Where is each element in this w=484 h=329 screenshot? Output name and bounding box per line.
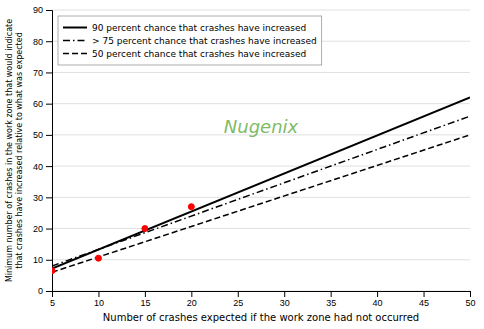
tick-label: 10 xyxy=(94,298,104,308)
grid-line xyxy=(52,228,470,229)
tick-mark xyxy=(238,291,239,297)
legend: 90 percent chance that crashes have incr… xyxy=(58,16,322,65)
tick-mark xyxy=(470,291,471,297)
marks xyxy=(52,97,470,273)
legend-swatch xyxy=(63,27,87,29)
tick-mark xyxy=(46,291,52,292)
y-tick: 90 xyxy=(33,5,52,15)
tick-label: 20 xyxy=(187,298,197,308)
x-tick: 5 xyxy=(50,291,55,308)
y-tick: 50 xyxy=(33,130,52,140)
x-tick: 15 xyxy=(140,291,150,308)
grid-line xyxy=(52,103,470,104)
tick-label: 5 xyxy=(50,298,55,308)
grid-line xyxy=(52,166,470,167)
tick-label: 35 xyxy=(326,298,336,308)
y-tick: 0 xyxy=(38,286,52,296)
tick-label: 80 xyxy=(33,37,43,47)
grid-line xyxy=(52,10,470,11)
tick-label: 50 xyxy=(33,130,43,140)
tick-mark xyxy=(46,135,52,136)
tick-mark xyxy=(46,72,52,73)
tick-mark xyxy=(145,291,146,297)
x-axis-line xyxy=(53,292,471,298)
tick-mark xyxy=(331,291,332,297)
x-axis-title: Number of crashes expected if the work z… xyxy=(103,312,419,323)
chart: 5 10 15 20 25 30 35 40 45 50 0 10 20 30 40 50 60 70 80 90 Nu… xyxy=(0,0,484,329)
x-tick: 45 xyxy=(419,291,429,308)
tick-mark xyxy=(46,197,52,198)
tick-mark xyxy=(424,291,425,297)
point xyxy=(52,268,55,274)
watermark: Nugenix xyxy=(224,116,299,137)
tick-label: 30 xyxy=(33,193,43,203)
tick-label: 90 xyxy=(33,5,43,15)
tick-label: 60 xyxy=(33,99,43,109)
x-tick: 35 xyxy=(326,291,336,308)
tick-label: 20 xyxy=(33,224,43,234)
tick-mark xyxy=(98,291,99,297)
legend-label: 90 percent chance that crashes have incr… xyxy=(92,23,306,33)
tick-mark xyxy=(377,291,378,297)
tick-mark xyxy=(284,291,285,297)
x-tick: 20 xyxy=(187,291,197,308)
tick-mark xyxy=(46,166,52,167)
legend-box xyxy=(58,16,322,65)
tick-label: 15 xyxy=(140,298,150,308)
point xyxy=(95,255,101,261)
grid-line xyxy=(52,197,470,198)
tick-mark xyxy=(46,10,52,11)
scatter-series xyxy=(52,204,194,274)
y-tick: 60 xyxy=(33,99,52,109)
y-grid xyxy=(52,10,470,291)
y-axis-line xyxy=(46,11,53,292)
line xyxy=(52,135,470,272)
legend-swatch xyxy=(63,53,87,55)
y-axis-title: Minimum number of crashes in the work zo… xyxy=(5,19,24,282)
x-tick: 10 xyxy=(94,291,104,308)
x-tick: 30 xyxy=(280,291,290,308)
tick-label: 30 xyxy=(280,298,290,308)
grid-line xyxy=(52,72,470,73)
tick-label: 25 xyxy=(233,298,243,308)
y-axis: 0 10 20 30 40 50 60 70 80 90 xyxy=(33,5,53,296)
line xyxy=(52,116,470,266)
legend-item: > 75 percent chance that crashes have in… xyxy=(63,36,317,46)
line xyxy=(52,97,470,268)
tick-label: 45 xyxy=(419,298,429,308)
y-tick: 20 xyxy=(33,224,52,234)
y-tick: 30 xyxy=(33,193,52,203)
tick-mark xyxy=(191,291,192,297)
y-tick: 40 xyxy=(33,161,52,171)
legend-label: 50 percent chance that crashes have incr… xyxy=(92,49,306,59)
tick-mark xyxy=(46,104,52,105)
tick-label: 50 xyxy=(465,298,475,308)
legend-item: 50 percent chance that crashes have incr… xyxy=(63,49,306,59)
x-tick: 50 xyxy=(465,291,475,308)
tick-mark xyxy=(46,41,52,42)
y-tick: 70 xyxy=(33,68,52,78)
x-axis: 5 10 15 20 25 30 35 40 45 50 xyxy=(50,291,476,308)
y-tick: 10 xyxy=(33,255,52,265)
tick-label: 10 xyxy=(33,255,43,265)
tick-label: 40 xyxy=(373,298,383,308)
x-tick: 40 xyxy=(373,291,383,308)
y-axis-title-line: that crashes have increased relative to … xyxy=(15,32,24,268)
y-tick: 80 xyxy=(33,37,52,47)
legend-item: 90 percent chance that crashes have incr… xyxy=(63,23,306,33)
plot: 5 10 15 20 25 30 35 40 45 50 0 10 20 30 40 50 60 70 80 90 Nu… xyxy=(33,5,476,308)
tick-label: 70 xyxy=(33,68,43,78)
point xyxy=(188,204,194,210)
tick-mark xyxy=(46,260,52,261)
point xyxy=(142,226,148,232)
legend-swatch xyxy=(63,40,87,42)
legend-label: > 75 percent chance that crashes have in… xyxy=(92,36,317,46)
tick-label: 40 xyxy=(33,161,43,171)
y-axis-title-line: Minimum number of crashes in the work zo… xyxy=(5,19,14,282)
tick-mark xyxy=(46,229,52,230)
tick-label: 0 xyxy=(38,286,43,296)
x-tick: 25 xyxy=(233,291,243,308)
grid-line xyxy=(52,259,470,260)
